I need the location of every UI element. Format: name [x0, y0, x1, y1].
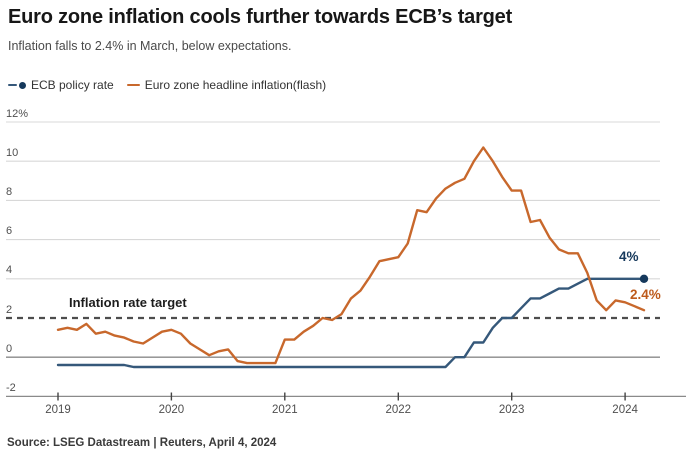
- ecb-policy-swatch-dot: [19, 81, 26, 89]
- inflation-swatch: [126, 83, 140, 87]
- y-axis-label: 2: [6, 303, 13, 316]
- y-axis-label: 12%: [6, 107, 29, 120]
- y-axis-label: 6: [6, 225, 13, 238]
- legend-item-inflation: Euro zone headline inflation(flash): [126, 78, 327, 92]
- legend-item-ecb-policy-rate: ECB policy rate: [8, 78, 114, 92]
- policy-rate-end-dot: [639, 274, 649, 283]
- x-axis-label: 2022: [385, 404, 412, 416]
- chart-title: Euro zone inflation cools further toward…: [8, 6, 513, 28]
- inflation-line: [56, 146, 646, 365]
- inflation-end-label: 2.4%: [630, 287, 661, 302]
- legend-label-ecb-policy-rate: ECB policy rate: [31, 78, 114, 92]
- y-axis-label: 4: [6, 264, 13, 277]
- chart-subtitle: Inflation falls to 2.4% in March, below …: [8, 39, 292, 53]
- y-axis-label: 8: [6, 185, 13, 198]
- inflation-target-label: Inflation rate target: [69, 295, 187, 310]
- x-axis-label: 2024: [612, 404, 638, 416]
- y-axis-label: 10: [6, 146, 19, 159]
- legend: ECB policy rate Euro zone headline infla…: [8, 78, 326, 92]
- ecb-policy-swatch-line: [8, 83, 17, 87]
- ecb-policy-rate-line: [56, 277, 646, 369]
- x-axis-label: 2019: [45, 404, 71, 416]
- x-axis-label: 2021: [272, 404, 298, 416]
- policy-rate-end-label: 4%: [619, 249, 639, 264]
- y-axis-label: 0: [6, 342, 13, 355]
- x-axis-label: 2020: [158, 404, 185, 416]
- source-note: Source: LSEG Datastream | Reuters, April…: [7, 437, 277, 449]
- y-axis-label: -2: [6, 381, 16, 394]
- legend-label-inflation: Euro zone headline inflation(flash): [144, 78, 327, 92]
- x-axis-label: 2023: [498, 404, 525, 416]
